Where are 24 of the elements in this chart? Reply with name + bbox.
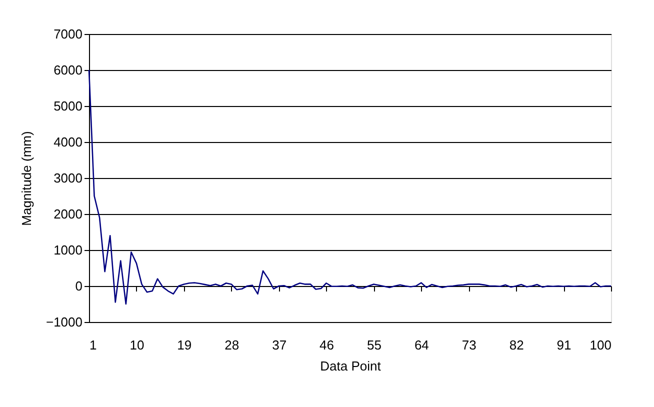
y-tick-label: 0 [75,278,82,294]
y-tick-label: 6000 [54,62,82,78]
x-tick-label: 91 [556,338,572,352]
x-tick-label: 46 [320,338,334,352]
x-tick-label: 55 [366,338,382,352]
y-tick-label: 2000 [54,206,82,222]
x-axis-title: Data Point [320,358,382,374]
line-series [88,69,612,305]
y-tick-label: 5000 [54,98,82,114]
x-tick-label: 19 [177,338,192,352]
x-tick-label: 73 [462,338,476,352]
x-tick-label: 37 [272,338,287,352]
x-tick-label: 1 [90,338,97,352]
x-tick-label: 82 [509,338,524,352]
y-tick-label: 4000 [54,134,82,150]
y-tick-label: 7000 [54,26,82,42]
y-axis-title: Magnitude (mm) [18,131,34,226]
y-tick-label: −1000 [46,314,82,330]
x-tick-label: 28 [224,338,240,352]
y-tick-label: 3000 [54,170,82,186]
x-tick-label: 64 [414,338,429,352]
y-tick-label: 1000 [54,242,82,258]
x-tick-label: 100 [590,338,612,352]
x-tick-label: 10 [130,338,144,352]
